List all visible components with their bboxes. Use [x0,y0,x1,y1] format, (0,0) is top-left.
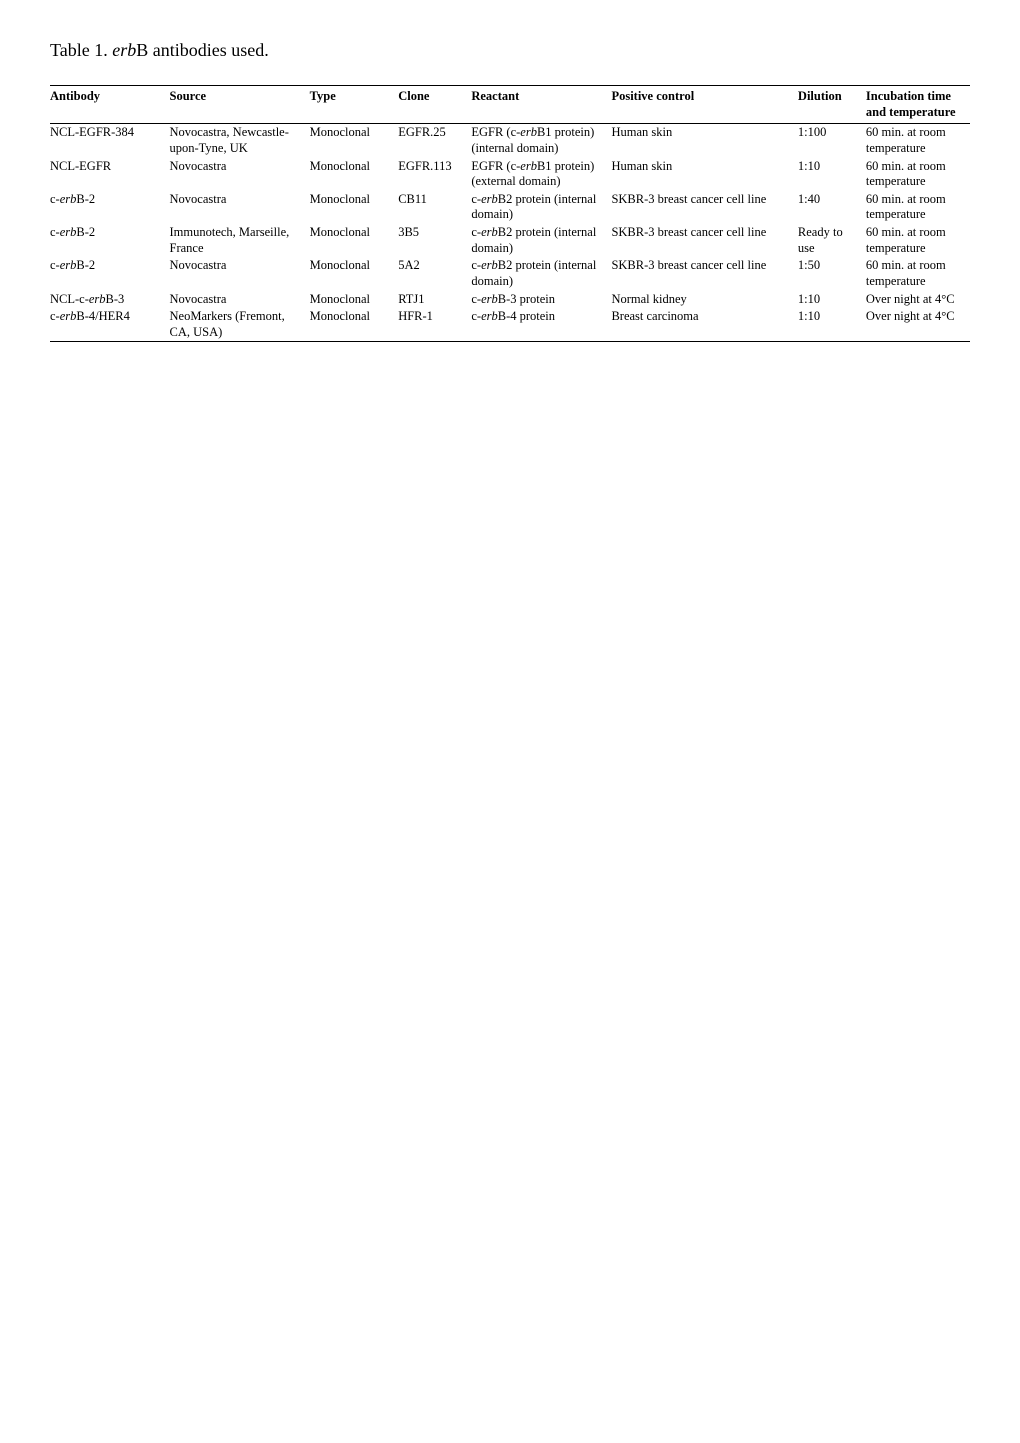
cell-type: Monoclonal [310,257,399,290]
cell-reactant: EGFR (c-erbB1 protein) (external domain) [471,158,611,191]
cell-dilution: 1:40 [798,191,866,224]
cell-control: SKBR-3 breast cancer cell line [611,224,797,257]
cell-clone: EGFR.25 [398,124,471,158]
cell-clone: HFR-1 [398,308,471,342]
cell-control: SKBR-3 breast cancer cell line [611,257,797,290]
cell-incubation: 60 min. at room temperature [866,257,970,290]
cell-incubation: 60 min. at room temperature [866,224,970,257]
cell-clone: EGFR.113 [398,158,471,191]
caption-pre: Table 1. [50,40,112,60]
cell-antibody: c-erbB-2 [50,191,170,224]
cell-dilution: 1:10 [798,308,866,342]
cell-antibody: NCL-c-erbB-3 [50,291,170,309]
col-dilution: Dilution [798,86,866,124]
table-row: c-erbB-2NovocastraMonoclonal5A2c-erbB2 p… [50,257,970,290]
col-control: Positive control [611,86,797,124]
cell-type: Monoclonal [310,224,399,257]
cell-source: Novocastra [170,158,310,191]
cell-reactant: EGFR (c-erbB1 protein) (internal domain) [471,124,611,158]
cell-clone: CB11 [398,191,471,224]
cell-dilution: 1:10 [798,158,866,191]
cell-clone: RTJ1 [398,291,471,309]
col-source: Source [170,86,310,124]
table-row: c-erbB-2NovocastraMonoclonalCB11c-erbB2 … [50,191,970,224]
cell-dilution: 1:50 [798,257,866,290]
cell-type: Monoclonal [310,191,399,224]
cell-antibody: NCL-EGFR-384 [50,124,170,158]
cell-antibody: c-erbB-2 [50,224,170,257]
cell-antibody: c-erbB-2 [50,257,170,290]
col-clone: Clone [398,86,471,124]
table-row: NCL-EGFRNovocastraMonoclonalEGFR.113EGFR… [50,158,970,191]
header-row: Antibody Source Type Clone Reactant Posi… [50,86,970,124]
table-caption: Table 1. erbB antibodies used. [50,40,970,61]
cell-incubation: Over night at 4°C [866,308,970,342]
cell-incubation: 60 min. at room temperature [866,191,970,224]
cell-type: Monoclonal [310,124,399,158]
table-row: NCL-EGFR-384Novocastra, Newcastle-upon-T… [50,124,970,158]
cell-reactant: c-erbB2 protein (internal domain) [471,257,611,290]
caption-post: B antibodies used. [136,40,269,60]
table-row: c-erbB-4/HER4NeoMarkers (Fremont, CA, US… [50,308,970,342]
cell-reactant: c-erbB2 protein (internal domain) [471,224,611,257]
cell-incubation: 60 min. at room temperature [866,124,970,158]
cell-clone: 3B5 [398,224,471,257]
col-antibody: Antibody [50,86,170,124]
cell-source: Novocastra, Newcastle-upon-Tyne, UK [170,124,310,158]
cell-type: Monoclonal [310,291,399,309]
cell-source: Novocastra [170,257,310,290]
col-reactant: Reactant [471,86,611,124]
cell-source: Immunotech, Marseille, France [170,224,310,257]
col-incubation: Incubation time and temperature [866,86,970,124]
table-row: NCL-c-erbB-3NovocastraMonoclonalRTJ1c-er… [50,291,970,309]
cell-incubation: 60 min. at room temperature [866,158,970,191]
cell-incubation: Over night at 4°C [866,291,970,309]
cell-control: Breast carcinoma [611,308,797,342]
cell-reactant: c-erbB-4 protein [471,308,611,342]
table-row: c-erbB-2Immunotech, Marseille, FranceMon… [50,224,970,257]
cell-control: Human skin [611,124,797,158]
cell-dilution: 1:100 [798,124,866,158]
cell-control: Human skin [611,158,797,191]
cell-reactant: c-erbB2 protein (internal domain) [471,191,611,224]
cell-clone: 5A2 [398,257,471,290]
cell-type: Monoclonal [310,158,399,191]
antibodies-table: Antibody Source Type Clone Reactant Posi… [50,85,970,342]
cell-control: Normal kidney [611,291,797,309]
cell-dilution: Ready to use [798,224,866,257]
cell-control: SKBR-3 breast cancer cell line [611,191,797,224]
cell-source: Novocastra [170,191,310,224]
cell-antibody: c-erbB-4/HER4 [50,308,170,342]
cell-source: NeoMarkers (Fremont, CA, USA) [170,308,310,342]
caption-italic: erb [112,40,136,60]
col-type: Type [310,86,399,124]
cell-source: Novocastra [170,291,310,309]
cell-type: Monoclonal [310,308,399,342]
cell-dilution: 1:10 [798,291,866,309]
cell-antibody: NCL-EGFR [50,158,170,191]
cell-reactant: c-erbB-3 protein [471,291,611,309]
